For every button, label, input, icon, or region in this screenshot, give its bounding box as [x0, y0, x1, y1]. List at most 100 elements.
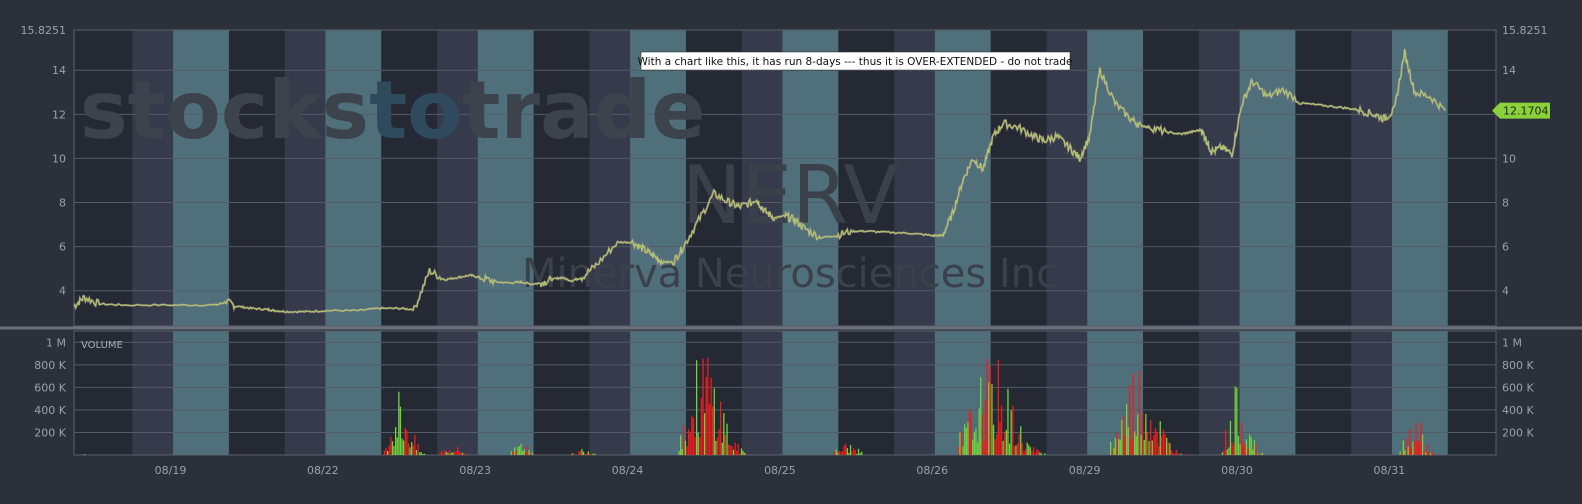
volume-bar: [978, 408, 980, 455]
volume-bar: [1249, 434, 1251, 455]
volume-bar: [444, 450, 446, 455]
volume-bar: [835, 449, 837, 455]
session-band: [1046, 30, 1088, 326]
volume-bar: [1167, 442, 1169, 455]
watermark-symbol: NERV: [682, 149, 899, 242]
volume-bar: [1260, 453, 1262, 455]
volume-bar: [1020, 426, 1022, 455]
session-band: [894, 331, 935, 455]
volume-bar: [841, 451, 844, 455]
grid-lines: [73, 29, 1497, 456]
volume-bar: [1021, 443, 1023, 455]
volume-tick-right: 800 K: [1502, 359, 1534, 372]
volume-bar: [586, 453, 588, 455]
volume-bar: [1007, 388, 1009, 455]
volume-bar: [1221, 452, 1224, 455]
session-band: [437, 331, 478, 455]
volume-bar: [702, 358, 704, 455]
volume-bar: [1029, 447, 1031, 455]
volume-bar: [968, 409, 971, 455]
volume-bar: [1177, 452, 1179, 455]
volume-bar: [1255, 444, 1257, 455]
volume-bar: [1116, 433, 1118, 455]
volume-bar: [1140, 435, 1142, 455]
volume-bar: [1415, 423, 1417, 455]
volume-bar: [1150, 419, 1152, 455]
volume-bar: [840, 451, 842, 455]
volume-bar: [728, 444, 730, 455]
volume-bar: [740, 448, 743, 455]
volume-bar: [390, 436, 392, 455]
volume-bar: [1242, 442, 1244, 455]
y-tick-left: 10: [52, 152, 66, 165]
volume-bar: [525, 452, 527, 455]
volume-bar: [1148, 441, 1150, 455]
volume-bar: [393, 445, 395, 455]
volume-bar: [1044, 453, 1046, 455]
volume-bar: [395, 427, 397, 455]
session-band: [894, 30, 935, 326]
volume-bar: [859, 453, 861, 455]
last-price-marker[interactable]: 12.1704: [1492, 102, 1550, 119]
session-band: [477, 331, 534, 455]
volume-bar: [407, 443, 410, 455]
volume-bar: [1023, 451, 1025, 455]
volume-bar: [1253, 440, 1256, 455]
volume-bar: [592, 453, 594, 455]
volume-bar: [1153, 435, 1155, 455]
volume-bar: [691, 415, 693, 455]
volume-bar: [684, 440, 687, 455]
session-band: [589, 30, 631, 326]
volume-tick-right: 1 M: [1502, 336, 1522, 349]
volume-bar: [445, 451, 448, 455]
volume-bar: [983, 441, 985, 455]
volume-bar: [406, 430, 408, 455]
watermark-brand: stockstotrade: [80, 64, 705, 157]
volume-bar: [716, 437, 719, 455]
volume-bar: [1156, 431, 1158, 455]
volume-bar: [510, 450, 513, 455]
volume-bar: [1175, 449, 1177, 455]
volume-bar: [449, 450, 451, 455]
volume-bar: [1012, 405, 1014, 455]
price-series: [73, 48, 1447, 314]
volume-bar: [997, 359, 999, 455]
annotation-background: [640, 51, 1071, 71]
volume-bar: [1252, 449, 1254, 455]
volume-bar: [712, 406, 714, 455]
volume-bar: [1040, 453, 1043, 455]
volume-bar: [854, 450, 856, 455]
session-band: [741, 331, 783, 455]
y-tick-left: 4: [59, 285, 66, 298]
y-top-label-right: 15.8251: [1502, 24, 1548, 37]
volume-bar: [692, 417, 695, 455]
volume-bar: [964, 424, 966, 455]
session-band: [589, 331, 631, 455]
volume-bar: [1226, 449, 1228, 455]
y-tick-right: 8: [1502, 197, 1509, 210]
volume-bar: [453, 451, 456, 455]
volume-bar: [986, 358, 988, 455]
session-band: [132, 331, 174, 455]
session-band: [325, 331, 382, 455]
volume-bar: [1433, 453, 1435, 455]
volume-bar: [1402, 440, 1404, 455]
volume-bar: [522, 451, 524, 455]
volume-bar: [996, 433, 998, 455]
volume-bar: [736, 450, 738, 455]
volume-bar: [681, 449, 683, 455]
volume-bar: [851, 451, 853, 455]
y-tick-left: 6: [59, 241, 66, 254]
volume-bar: [745, 453, 747, 455]
volume-bar: [1122, 415, 1125, 455]
x-day-label: 08/22: [307, 464, 339, 477]
volume-bar: [401, 438, 403, 455]
volume-bar: [688, 429, 690, 455]
volume-bar: [992, 424, 995, 455]
volume-bar: [1169, 443, 1171, 455]
volume-bar: [1225, 430, 1227, 455]
volume-bar: [515, 450, 517, 455]
y-tick-right: 14: [1502, 64, 1516, 77]
session-band: [325, 30, 382, 326]
volume-tick-right: 200 K: [1502, 426, 1534, 439]
